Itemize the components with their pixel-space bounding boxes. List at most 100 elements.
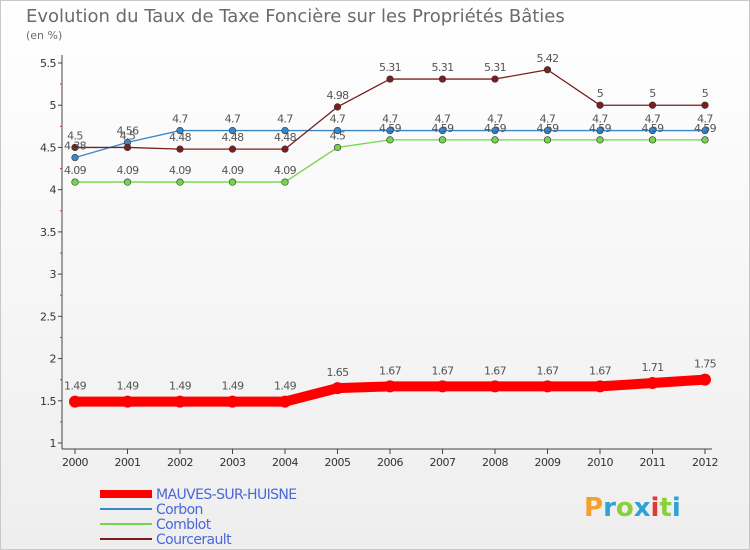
y-tick-label: 3.5 bbox=[40, 226, 56, 239]
data-label: 5.31 bbox=[431, 61, 453, 74]
data-label: 1.49 bbox=[64, 380, 87, 393]
data-label: 5 bbox=[649, 87, 656, 100]
legend-label: MAUVES-SUR-HUISNE bbox=[156, 487, 297, 503]
series-layer: 4.384.564.7 4.7 4.7 4.7 4.7 4.7 4.7 4.7 4.7 4.7 4.… bbox=[64, 52, 717, 408]
data-label: 4.7 bbox=[382, 113, 398, 126]
data-labels: 4.5 4.5 4.48 4.48 4.48 4.98 5.31 5.31 5.31 5.42 5 5… bbox=[67, 52, 709, 144]
data-point bbox=[489, 380, 501, 393]
data-label: 1.49 bbox=[169, 380, 192, 393]
data-point bbox=[491, 75, 499, 83]
y-tick-label: 2 bbox=[50, 353, 57, 366]
data-label: 4.59 bbox=[431, 122, 454, 135]
data-labels: 4.09 4.09 4.09 4.09 4.09 4.5 4.59 4.59 4.59 4.59 4… bbox=[64, 122, 717, 177]
data-point bbox=[596, 136, 604, 144]
data-label: 5.31 bbox=[484, 61, 506, 74]
x-tick-label: 2004 bbox=[272, 456, 298, 469]
data-point bbox=[281, 178, 289, 186]
data-label: 1.65 bbox=[326, 366, 349, 379]
y-tick-label: 2.5 bbox=[40, 310, 56, 323]
data-label: 1.49 bbox=[221, 380, 244, 393]
data-point bbox=[71, 143, 79, 152]
data-point bbox=[71, 153, 79, 162]
data-label: 4.59 bbox=[484, 122, 507, 135]
data-label: 4.59 bbox=[641, 122, 664, 135]
data-point bbox=[701, 126, 709, 135]
legend: MAUVES-SUR-HUISNECorbonComblotCourceraul… bbox=[100, 487, 297, 548]
data-label: 4.59 bbox=[379, 122, 402, 135]
proxiti-logo: Proxiti bbox=[584, 493, 681, 523]
data-point bbox=[436, 380, 449, 393]
y-tick-label: 4.5 bbox=[40, 141, 56, 154]
data-label: 1.67 bbox=[379, 364, 402, 377]
logo-letter: P bbox=[584, 493, 603, 523]
data-label: 4.98 bbox=[326, 89, 349, 102]
data-point bbox=[333, 126, 342, 135]
data-point bbox=[491, 126, 499, 135]
data-label: 5 bbox=[597, 87, 604, 100]
data-label: 4.7 bbox=[225, 113, 241, 126]
data-point bbox=[438, 136, 447, 144]
data-label: 4.56 bbox=[116, 124, 139, 137]
series-comblot bbox=[71, 136, 709, 186]
data-label: 1.71 bbox=[641, 361, 663, 374]
data-label: 4.48 bbox=[274, 131, 297, 144]
data-point bbox=[228, 178, 237, 186]
data-label: 4.59 bbox=[694, 122, 717, 135]
data-point bbox=[123, 178, 132, 186]
y-tick-label: 5 bbox=[50, 99, 57, 112]
data-label: 4.7 bbox=[697, 113, 713, 126]
x-tick-label: 2000 bbox=[62, 456, 88, 469]
data-label: 4.5 bbox=[120, 129, 136, 142]
data-label: 1.49 bbox=[274, 380, 297, 393]
y-tick-label: 1 bbox=[50, 437, 57, 450]
data-point bbox=[438, 75, 447, 83]
data-point bbox=[701, 101, 709, 109]
data-point bbox=[281, 126, 289, 135]
x-tick-label: 2002 bbox=[167, 456, 193, 469]
logo-letter: r bbox=[603, 493, 616, 523]
data-point bbox=[121, 395, 134, 408]
data-point bbox=[491, 136, 499, 144]
logo-letter: i bbox=[672, 493, 681, 523]
series-corbon bbox=[71, 126, 709, 162]
data-label: 4.7 bbox=[645, 113, 661, 126]
data-label: 4.09 bbox=[221, 164, 244, 177]
x-tick-label: 2003 bbox=[220, 456, 246, 469]
data-point bbox=[176, 126, 184, 135]
y-tick-label: 1.5 bbox=[40, 395, 56, 408]
x-tick-label: 2001 bbox=[115, 456, 141, 469]
data-label: 4.7 bbox=[540, 113, 556, 126]
data-label: 1.67 bbox=[536, 364, 559, 377]
data-label: 1.49 bbox=[116, 380, 139, 393]
data-point bbox=[69, 395, 81, 408]
x-tick-label: 2005 bbox=[325, 456, 351, 469]
y-tick-label: 4 bbox=[50, 184, 57, 197]
data-point bbox=[384, 380, 396, 393]
data-point bbox=[281, 145, 289, 153]
data-label: 5 bbox=[702, 87, 709, 100]
data-label: 5.31 bbox=[379, 61, 401, 74]
x-tick-label: 2010 bbox=[587, 456, 613, 469]
data-label: 4.7 bbox=[592, 113, 608, 126]
x-tick-label: 2007 bbox=[430, 456, 456, 469]
x-tick-label: 2012 bbox=[692, 456, 718, 469]
data-point bbox=[71, 178, 79, 186]
data-point bbox=[123, 143, 132, 152]
data-label: 4.59 bbox=[589, 122, 612, 135]
x-tick-label: 2006 bbox=[377, 456, 403, 469]
data-point bbox=[543, 66, 552, 74]
series-courcerault bbox=[71, 66, 709, 153]
data-point bbox=[386, 75, 394, 83]
data-point bbox=[648, 126, 657, 135]
data-point bbox=[386, 126, 394, 135]
logo-letter: o bbox=[616, 493, 634, 523]
data-label: 4.59 bbox=[536, 122, 559, 135]
data-labels: 1.49 1.49 1.49 1.49 1.49 1.65 1.67 1.67 1.67 1.67… bbox=[64, 358, 717, 393]
data-point bbox=[228, 145, 237, 153]
data-label: 4.09 bbox=[116, 164, 139, 177]
data-point bbox=[701, 136, 709, 144]
data-point bbox=[228, 126, 237, 135]
data-point bbox=[648, 136, 657, 144]
data-point bbox=[699, 373, 711, 386]
data-label: 4.7 bbox=[487, 113, 503, 126]
